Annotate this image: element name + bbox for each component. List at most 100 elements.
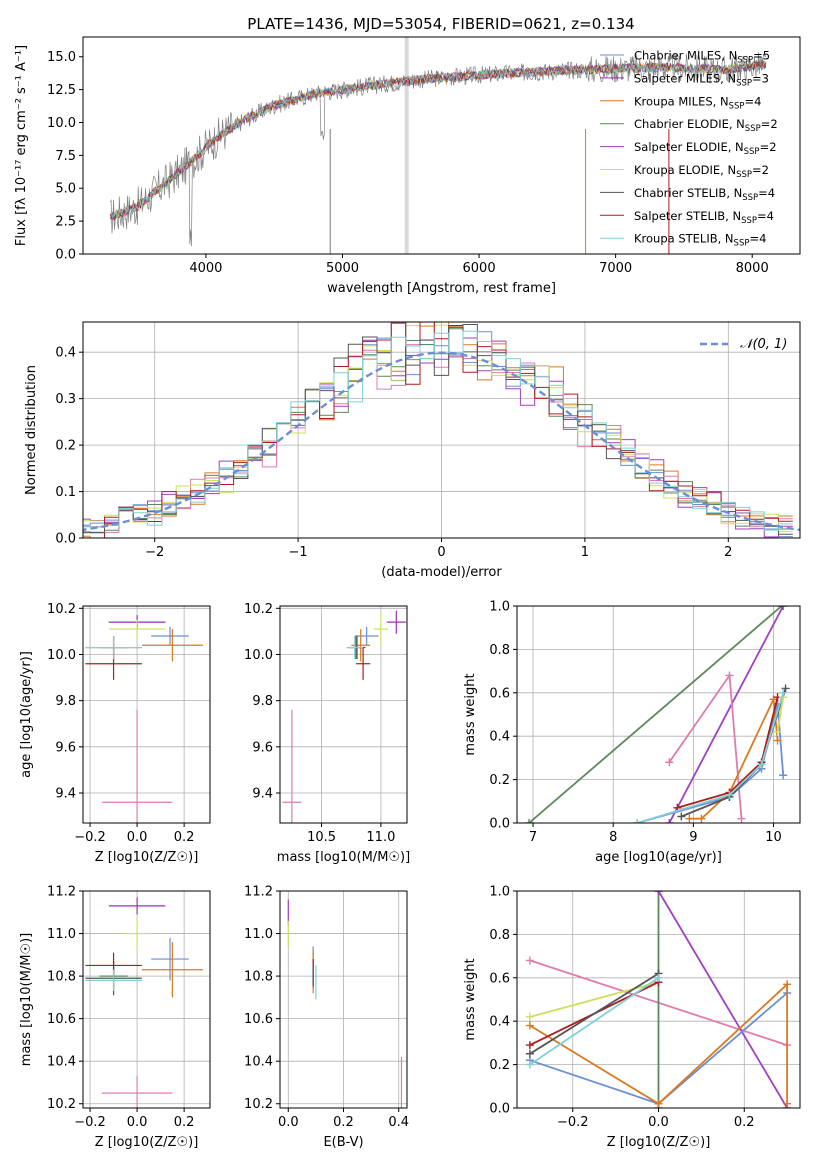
axes-front: −0.2 0.0 0.2 0.0 0.2 0.4 0.6 0.8 1.0 Z [log10(Z/Z… bbox=[463, 885, 801, 1150]
y-tick-label: 10.6 bbox=[47, 1012, 76, 1027]
x-tick-label: 7000 bbox=[599, 261, 632, 276]
panel-age-vs-mass: 10.5 11.0 9.4 9.6 9.8 10.0 10.2 mass [log10(M/M… bbox=[244, 602, 410, 865]
x-tick-label: 4000 bbox=[189, 261, 222, 276]
y-tick-label: 11.0 bbox=[47, 927, 76, 942]
x-axis-label: (data-model)/error bbox=[381, 565, 502, 580]
y-tick-label: 0.0 bbox=[489, 1102, 510, 1117]
y-tick-label: 9.8 bbox=[252, 694, 273, 709]
histogram-step bbox=[83, 322, 793, 538]
x-tick-label: 1 bbox=[581, 545, 589, 560]
x-tick-label: 0.2 bbox=[333, 1115, 354, 1130]
y-tick-label: 10.8 bbox=[244, 970, 273, 985]
series bbox=[677, 684, 790, 821]
series-line bbox=[529, 982, 788, 1105]
axes-front: 0.0 0.2 0.4 10.2 10.4 10.6 10.8 11.0 11.2 E(B-V) bbox=[244, 885, 409, 1151]
series bbox=[525, 606, 786, 823]
series-marker bbox=[525, 956, 534, 965]
panel-mass-vs-Z: −0.2 0.0 0.2 10.2 10.4 10.6 10.8 11.0 11.2 Z [log… bbox=[19, 885, 211, 1150]
x-tick-label: 0.0 bbox=[648, 1115, 669, 1130]
plot-area bbox=[85, 897, 203, 1108]
series-marker bbox=[773, 727, 782, 736]
data-point bbox=[282, 709, 302, 823]
panel-weight-vs-age: 7 8 9 10 0.0 0.2 0.4 0.6 0.8 1.0 age [log10(age/yr… bbox=[463, 600, 801, 865]
x-axis-label: Z [log10(Z/Z☉)] bbox=[95, 850, 199, 865]
x-tick-label: 6000 bbox=[463, 261, 496, 276]
plot-area bbox=[85, 615, 203, 823]
data-point bbox=[101, 1076, 173, 1108]
y-tick-label: 11.2 bbox=[244, 885, 273, 900]
data-point bbox=[108, 897, 166, 915]
y-tick-label: 15.0 bbox=[47, 50, 76, 65]
axes-front: −0.2 0.0 0.2 10.2 10.4 10.6 10.8 11.0 11.2 Z [log… bbox=[19, 885, 211, 1150]
legend-entry: 𝒩(0, 1) bbox=[740, 337, 787, 352]
x-tick-label: 0.2 bbox=[174, 830, 195, 845]
y-axis-label: mass [log10(M/M☉)] bbox=[19, 933, 34, 1066]
series bbox=[654, 891, 663, 1108]
series bbox=[525, 969, 663, 1058]
series-line bbox=[677, 696, 779, 809]
y-tick-label: 0.0 bbox=[55, 248, 76, 263]
series-marker bbox=[783, 980, 792, 989]
y-tick-label: 1.0 bbox=[489, 600, 510, 615]
x-axis-label: age [log10(age/yr)] bbox=[595, 850, 722, 865]
series-marker bbox=[773, 736, 782, 745]
x-tick-label: 10.5 bbox=[307, 830, 336, 845]
x-tick-label: 8000 bbox=[736, 261, 769, 276]
y-tick-label: 12.5 bbox=[47, 83, 76, 98]
x-axis-label: E(B-V) bbox=[323, 1135, 363, 1150]
masked-region bbox=[404, 37, 409, 254]
y-axis-label: mass weight bbox=[463, 673, 478, 755]
series bbox=[665, 606, 788, 823]
series bbox=[525, 973, 663, 1069]
plot-area bbox=[525, 606, 790, 823]
series-marker bbox=[665, 819, 674, 823]
plot-area bbox=[109, 37, 767, 254]
series-line bbox=[657, 891, 788, 1108]
x-axis-label: Z [log10(Z/Z☉)] bbox=[607, 1135, 711, 1150]
axes-frame bbox=[82, 605, 211, 824]
data-point bbox=[85, 969, 142, 991]
x-tick-label: 7 bbox=[529, 830, 537, 845]
legend-entry: Chabrier STELIB, NSSP=4 bbox=[634, 186, 775, 203]
data-point bbox=[351, 629, 371, 662]
legend-entry: Chabrier MILES, NSSP=5 bbox=[634, 49, 770, 66]
series-marker bbox=[783, 1099, 792, 1108]
axes-front: 10.5 11.0 9.4 9.6 9.8 10.0 10.2 mass [log10(M/M… bbox=[244, 602, 410, 865]
legend-entry: Salpeter MILES, NSSP=3 bbox=[634, 71, 769, 88]
data-point bbox=[85, 636, 142, 660]
axes-frame bbox=[279, 605, 408, 824]
series-marker bbox=[697, 814, 706, 823]
y-tick-label: 9.6 bbox=[55, 740, 76, 755]
y-tick-label: 9.4 bbox=[252, 786, 273, 801]
series-line bbox=[529, 977, 660, 1066]
x-tick-label: −0.2 bbox=[74, 830, 106, 845]
axes-front: −2 −1 0 1 2 0.0 0.1 0.2 0.3 0.4 (data-model)/error… bbox=[24, 321, 801, 580]
x-tick-label: 0.0 bbox=[127, 830, 148, 845]
series bbox=[665, 671, 746, 823]
series-marker bbox=[725, 671, 734, 680]
legend: 𝒩(0, 1) bbox=[700, 337, 787, 352]
series-marker bbox=[737, 814, 746, 823]
series-marker bbox=[654, 973, 663, 982]
legend: Chabrier MILES, NSSP=5 Salpeter MILES, NS… bbox=[600, 49, 778, 249]
data-point bbox=[141, 942, 203, 998]
data-point bbox=[373, 612, 389, 646]
legend-entry: Salpeter STELIB, NSSP=4 bbox=[634, 209, 774, 226]
y-tick-label: 9.6 bbox=[252, 740, 273, 755]
series-marker bbox=[779, 771, 788, 780]
model-spectrum-line bbox=[109, 59, 767, 219]
series bbox=[525, 980, 792, 1108]
y-tick-label: 0.1 bbox=[55, 485, 76, 500]
model-spectrum-line bbox=[109, 60, 767, 222]
series-marker bbox=[525, 1060, 534, 1069]
y-axis-label: mass weight bbox=[463, 958, 478, 1040]
series-line bbox=[668, 606, 784, 823]
data-point bbox=[151, 937, 189, 981]
y-tick-label: 9.8 bbox=[55, 694, 76, 709]
figure-title: PLATE=1436, MJD=53054, FIBERID=0621, z=0… bbox=[247, 15, 634, 33]
y-tick-label: 5.0 bbox=[55, 182, 76, 197]
y-axis-label: Flux [fλ 10⁻¹⁷ erg cm⁻² s⁻¹ A⁻¹] bbox=[14, 45, 29, 246]
series-line bbox=[637, 692, 785, 823]
data-point bbox=[355, 647, 371, 680]
y-tick-label: 0.2 bbox=[489, 1058, 510, 1073]
